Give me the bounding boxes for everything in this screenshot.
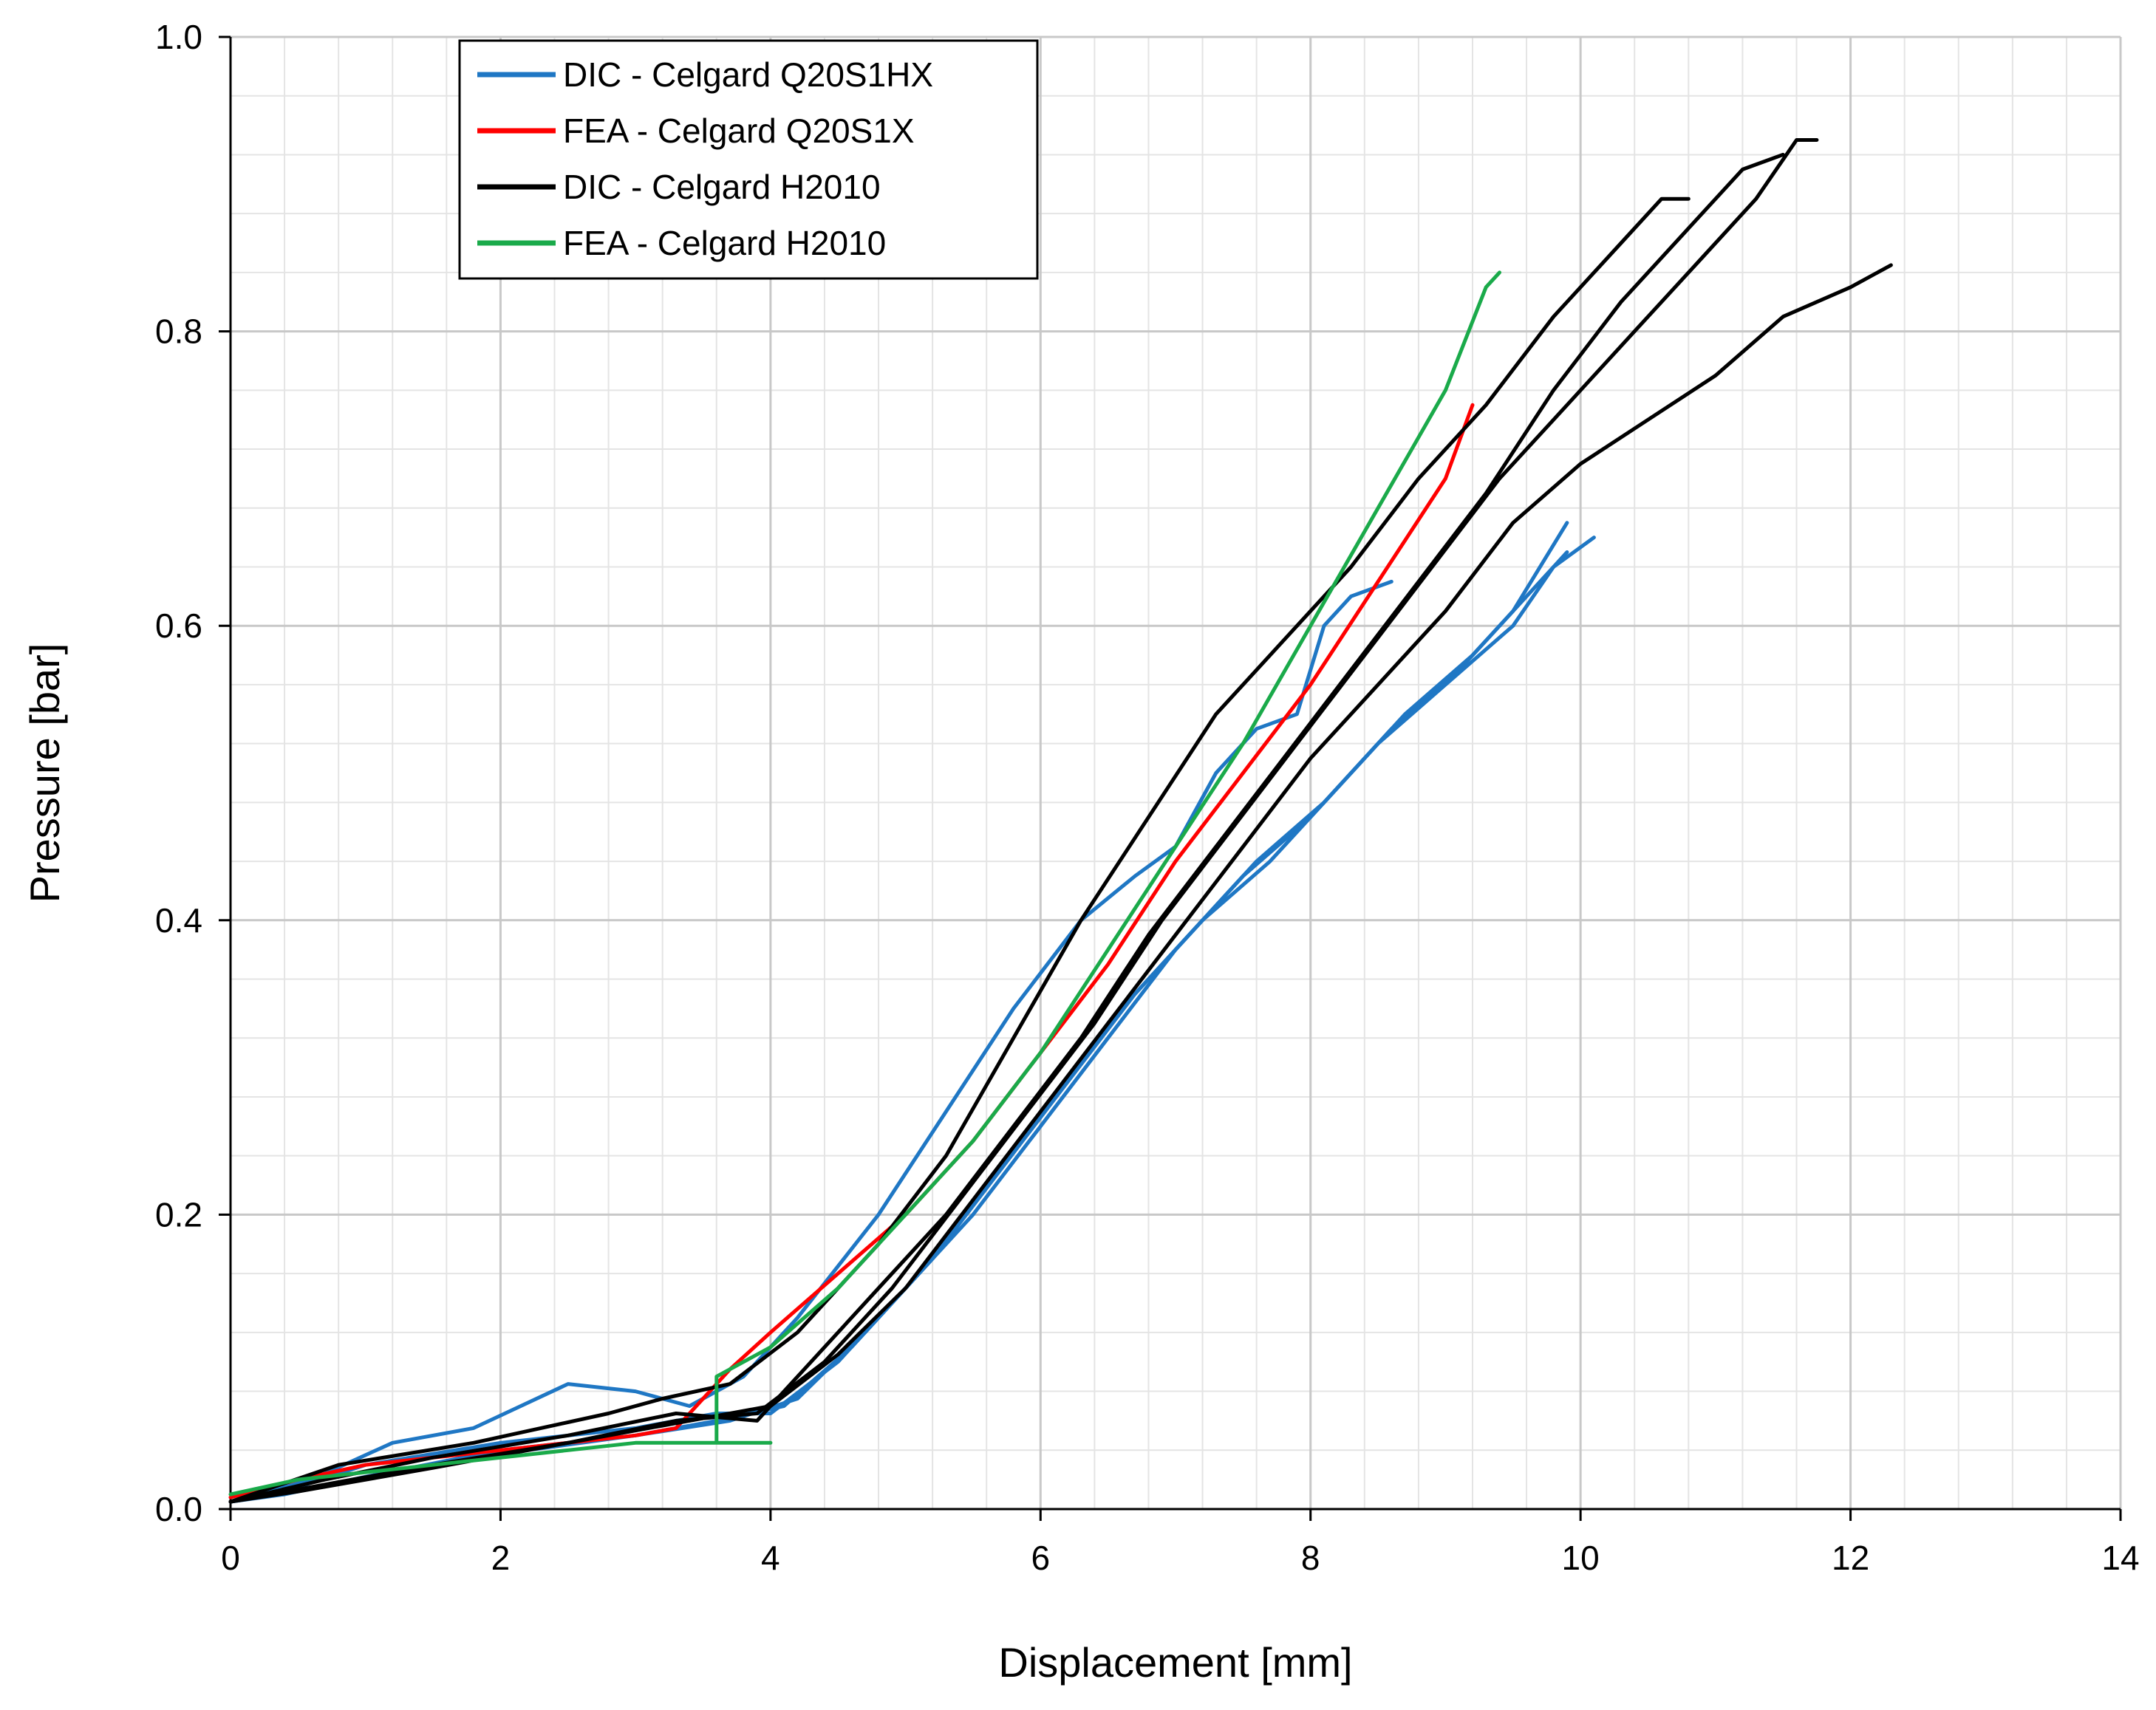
axis-layer [219,35,2122,1521]
series-line [228,536,1596,1504]
x-tick-label: 14 [2101,1539,2139,1577]
x-tick-label: 2 [491,1539,511,1577]
series-line [228,138,1819,1504]
y-tick-label: 0.6 [155,606,202,645]
y-axis-title: Pressure [bar] [21,643,68,903]
y-tick-label: 0.2 [155,1195,202,1234]
series-line [228,263,1893,1504]
x-tick-label: 8 [1301,1539,1320,1577]
series-line [228,152,1785,1504]
series-line [228,270,1501,1497]
legend-layer: DIC - Celgard Q20S1HX FEA - Celgard Q20S1… [458,39,1039,280]
series-line [228,521,1569,1504]
label-layer: 0 2 4 6 8 10 12 14 0.0 0.2 0.4 0.6 0.8 1.0 Displacemen… [21,18,2140,1686]
x-axis-title: Displacement [mm] [998,1639,1352,1686]
legend-label: FEA - Celgard Q20S1X [563,112,915,150]
legend-label: DIC - Celgard Q20S1HX [563,55,933,94]
y-tick-label: 0.8 [155,312,202,351]
legend-label: DIC - Celgard H2010 [563,168,881,206]
legend-box [458,39,1039,280]
series-layer [228,138,1893,1504]
x-tick-label: 0 [221,1539,240,1577]
legend-label: FEA - Celgard H2010 [563,224,886,262]
x-tick-label: 6 [1031,1539,1050,1577]
y-tick-label: 0.0 [155,1490,202,1528]
x-tick-label: 10 [1562,1539,1600,1577]
y-tick-label: 0.4 [155,901,202,940]
y-tick-label: 1.0 [155,18,202,56]
x-tick-label: 4 [761,1539,780,1577]
series-line [228,196,1691,1504]
x-tick-label: 12 [1832,1539,1869,1577]
